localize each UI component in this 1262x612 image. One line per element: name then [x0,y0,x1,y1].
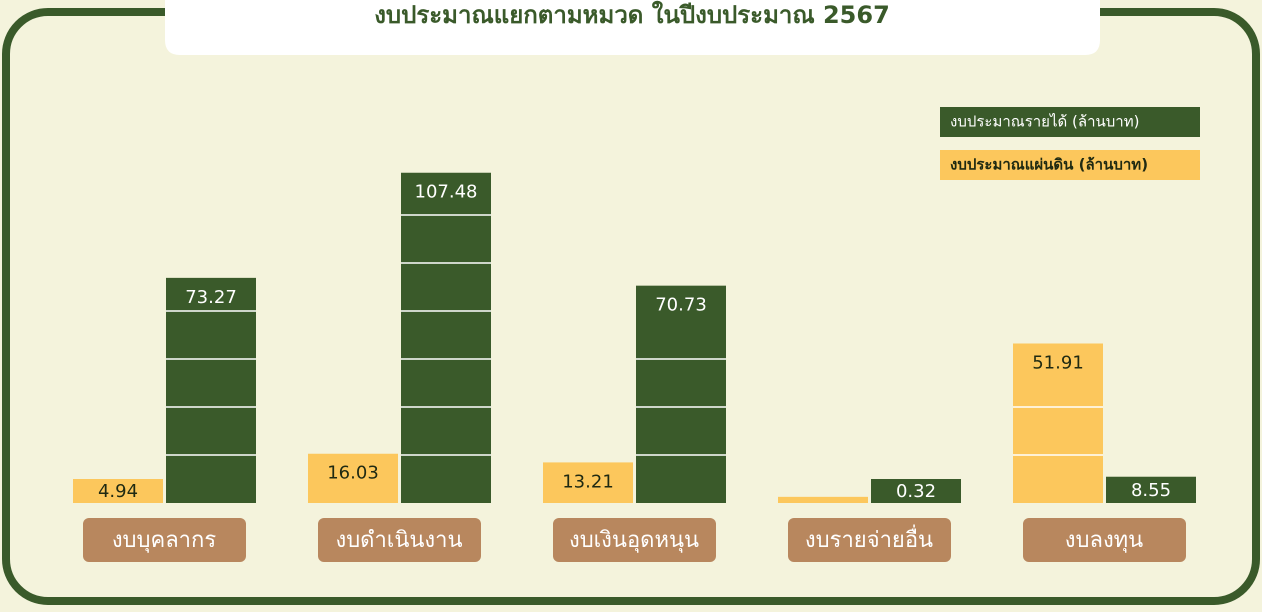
bar [308,453,398,503]
data-label: 107.48 [415,182,478,203]
category-box [83,518,246,562]
data-label: 73.27 [185,287,237,308]
data-label: 8.55 [1131,480,1171,501]
data-label: 4.94 [98,481,138,502]
x-tick-label: งบเงินอุดหนุน [569,528,699,553]
x-tick-label: งบรายจ่ายอื่น [805,524,933,553]
bar [543,462,633,503]
chart-title: งบประมาณแยกตามหมวด ในปีงบประมาณ 2567 [374,0,890,29]
data-label: 70.73 [655,295,707,316]
bar [73,479,163,503]
bar [1013,343,1103,503]
data-label: 0.32 [896,481,936,502]
data-label: 16.03 [327,463,379,484]
bar [166,277,256,503]
data-label: 13.21 [562,471,614,492]
category-box [788,518,951,562]
category-box [553,518,716,562]
category-box [1023,518,1186,562]
x-tick-label: งบบุคลากร [112,528,217,553]
x-tick-label: งบลงทุน [1065,528,1143,553]
bar [636,285,726,503]
title-box [165,0,1100,55]
bar [401,172,491,503]
category-box [318,518,481,562]
legend-label: งบประมาณรายได้ (ล้านบาท) [950,113,1139,131]
bar [1106,476,1196,503]
legend-swatch [940,107,1200,137]
legend-swatch [940,150,1200,180]
data-label: 51.91 [1032,352,1084,373]
x-tick-label: งบดำเนินงาน [335,528,462,553]
legend-label: งบประมาณแผ่นดิน (ล้านบาท) [950,156,1148,174]
bar [778,496,868,503]
bar [871,479,961,503]
